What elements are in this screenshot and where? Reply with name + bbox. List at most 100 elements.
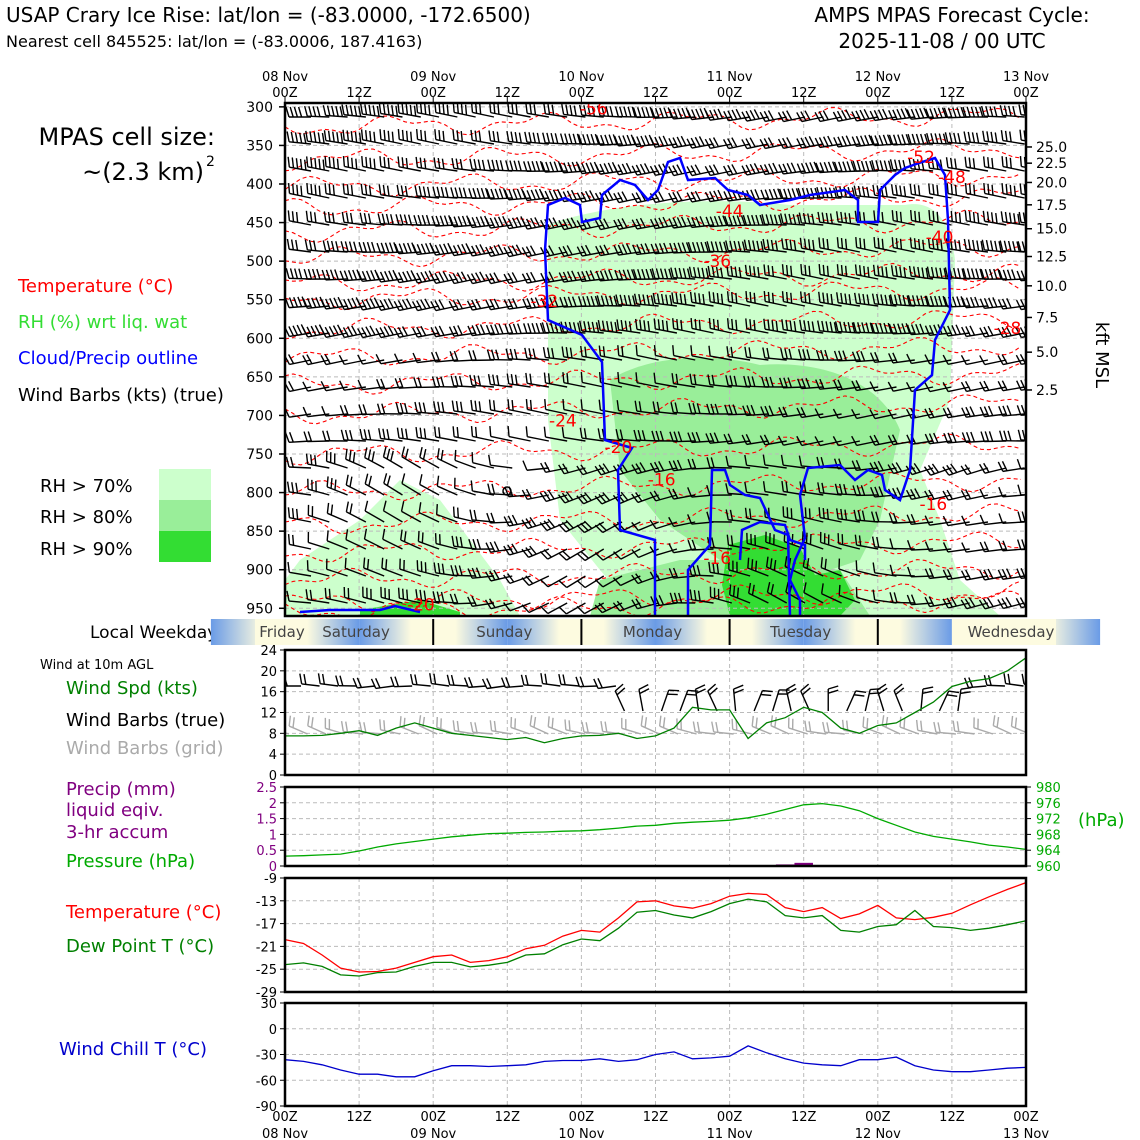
barb-flag [963, 238, 967, 250]
barb-flag [767, 137, 775, 148]
barb-flag [454, 449, 457, 461]
wind-barb [728, 584, 751, 604]
barb-flag [1030, 270, 1034, 280]
barb-flag [804, 292, 807, 303]
barb-flag [877, 265, 880, 276]
wind-barb [361, 155, 385, 172]
barb-flag [342, 183, 345, 194]
barb-flag [888, 295, 892, 306]
wind-barb [558, 270, 586, 283]
barb-flag [368, 185, 372, 196]
barb-flag [804, 110, 811, 121]
wind-barb [1018, 104, 1026, 116]
barb-flag [695, 108, 701, 119]
barb-flag [404, 403, 408, 414]
barb-flag [868, 134, 874, 145]
barb-staff [547, 602, 568, 615]
wind-barb [382, 500, 403, 523]
barb-flag [799, 291, 803, 302]
barb-flag [881, 266, 884, 277]
precip-label-1: Precip (mm) [66, 779, 176, 800]
wind-barb [507, 426, 531, 442]
barb-flag [686, 192, 693, 203]
barb-flag [947, 432, 953, 443]
barb-flag [741, 241, 746, 252]
barb-flag [297, 296, 303, 307]
barb-flag [911, 295, 916, 306]
barb-flag [576, 605, 585, 615]
barb-flag [345, 448, 348, 460]
barb-flag [704, 191, 711, 202]
wind-barb [725, 509, 751, 523]
barb-flag [826, 508, 829, 520]
barb-flag [302, 355, 309, 365]
barb-flag [627, 295, 632, 306]
kft-tick-label: 10.0 [1036, 279, 1067, 295]
wind-barb [338, 325, 367, 339]
barb-flag [495, 159, 500, 171]
barb-flag [375, 678, 381, 689]
barb-flag [530, 271, 537, 282]
wind-barb [706, 241, 732, 253]
barb-flag [390, 450, 394, 462]
wind-barb [725, 240, 751, 253]
barb-flag [397, 103, 400, 114]
barb-flag [760, 189, 766, 200]
barb-flag [729, 509, 734, 521]
true-wind-barb [707, 683, 718, 712]
barb-flag [744, 346, 748, 358]
barb-flag [696, 241, 701, 253]
wind-barb [485, 244, 513, 257]
barb-flag [770, 584, 775, 595]
barb-flag [400, 428, 404, 439]
barb-flag [604, 721, 608, 733]
barb-flag [915, 323, 921, 335]
wind-barb [961, 296, 989, 309]
barb-flag [695, 688, 706, 695]
wind-barb [942, 354, 970, 365]
barb-flag [339, 675, 344, 686]
barb-flag [349, 212, 354, 224]
barb-staff [375, 685, 394, 690]
barb-flag [376, 378, 382, 390]
barb-flag [883, 322, 888, 334]
wind-barb [726, 534, 751, 550]
barb-flag [979, 488, 986, 499]
barb-flag [688, 266, 693, 278]
wind-barb [503, 514, 531, 527]
temperature-contour [285, 531, 1022, 563]
barb-flag [419, 103, 423, 114]
barb-flag [1028, 185, 1029, 195]
barb-flag [364, 500, 369, 512]
barb-flag [551, 717, 554, 729]
barb-staff [1020, 468, 1026, 470]
barb-staff [788, 727, 808, 735]
wind-barb [962, 268, 988, 280]
barb-staff [710, 355, 732, 361]
barb-flag [659, 107, 665, 118]
barb-flag [438, 103, 441, 114]
barb-flag [716, 319, 720, 331]
barb-staff [993, 725, 1012, 735]
barb-staff [436, 513, 458, 523]
barb-flag [618, 269, 624, 281]
barb-flag [564, 133, 569, 144]
wind-barb [436, 448, 458, 469]
barb-flag [1017, 213, 1021, 225]
kft-tick-label: 20.0 [1036, 175, 1067, 191]
barb-flag [654, 243, 660, 254]
barb-flag [668, 108, 674, 120]
barb-flag [390, 676, 395, 687]
barb-flag [583, 105, 587, 116]
barb-flag [351, 325, 358, 336]
barb-flag [735, 108, 742, 119]
wind-barb [525, 103, 549, 118]
barb-flag [383, 720, 386, 731]
barb-flag [805, 377, 811, 389]
barb-flag [399, 402, 404, 414]
barb-flag [511, 245, 518, 256]
barb-flag [785, 238, 789, 250]
barb-flag [446, 104, 449, 116]
barb-flag [285, 268, 290, 279]
barb-flag [887, 464, 895, 474]
